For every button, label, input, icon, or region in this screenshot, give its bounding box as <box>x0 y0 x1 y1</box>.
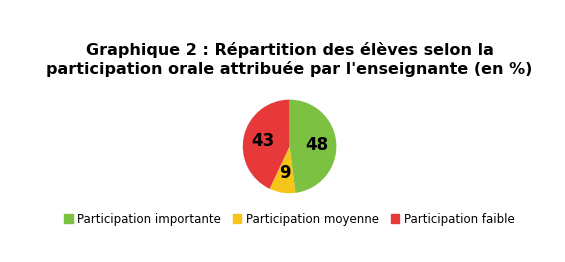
Wedge shape <box>243 100 290 189</box>
Text: 48: 48 <box>305 136 328 154</box>
Text: Graphique 2 : Répartition des élèves selon la
participation orale attribuée par : Graphique 2 : Répartition des élèves sel… <box>46 42 533 77</box>
Text: 43: 43 <box>251 132 275 150</box>
Wedge shape <box>270 146 295 193</box>
Legend: Participation importante, Participation moyenne, Participation faible: Participation importante, Participation … <box>60 208 519 230</box>
Text: 9: 9 <box>280 164 291 182</box>
Wedge shape <box>289 100 336 193</box>
